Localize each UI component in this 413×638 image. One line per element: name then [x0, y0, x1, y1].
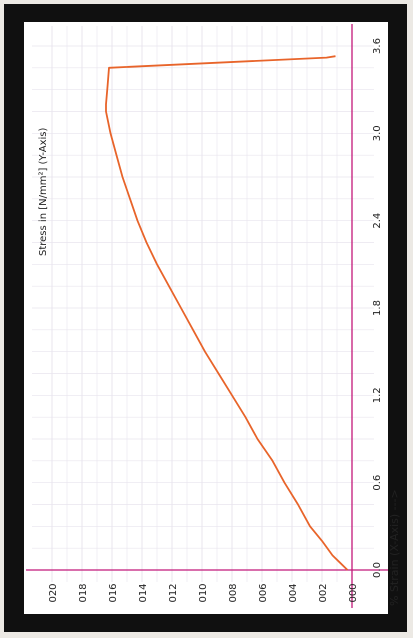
x-tick-label: 1.2 [372, 387, 383, 403]
x-axis-title: % Strain (X-Axis) ---> [388, 489, 401, 606]
y-tick-label: 010 [198, 583, 209, 602]
x-tick-label: 2.4 [372, 213, 383, 229]
stress-strain-line [105, 55, 349, 571]
x-tick-labels: 0.0 0.6 1.2 1.8 2.4 3.0 3.6 [372, 38, 383, 578]
y-tick-label: 002 [318, 583, 329, 602]
y-tick-label: 018 [78, 583, 89, 602]
chart-frame: 000 002 004 006 008 010 012 014 016 018 020 0.0 0.6… [4, 4, 407, 632]
y-tick-label: 004 [288, 583, 299, 602]
x-tick-label: 3.0 [372, 125, 383, 141]
y-tick-label: 014 [138, 583, 149, 602]
y-tick-labels: 000 002 004 006 008 010 012 014 016 018 020 [48, 583, 359, 602]
x-tick-label: 1.8 [372, 300, 383, 316]
x-tick-label: 0.0 [372, 562, 383, 578]
axes [26, 24, 388, 608]
x-tick-label: 0.6 [372, 475, 383, 491]
y-tick-label: 012 [168, 583, 179, 602]
y-axis-title: Stress in [N/mm²] (Y-Axis) [38, 128, 49, 256]
y-tick-label: 020 [48, 583, 59, 602]
y-tick-label: 008 [228, 583, 239, 602]
y-tick-label: 006 [258, 583, 269, 602]
plot-area [24, 22, 388, 614]
y-tick-label: 000 [348, 583, 359, 602]
series-group [105, 55, 349, 571]
chart: 000 002 004 006 008 010 012 014 016 018 020 0.0 0.6… [24, 22, 401, 614]
y-tick-label: 016 [108, 583, 119, 602]
grid [32, 26, 374, 582]
x-tick-label: 3.6 [372, 38, 383, 54]
